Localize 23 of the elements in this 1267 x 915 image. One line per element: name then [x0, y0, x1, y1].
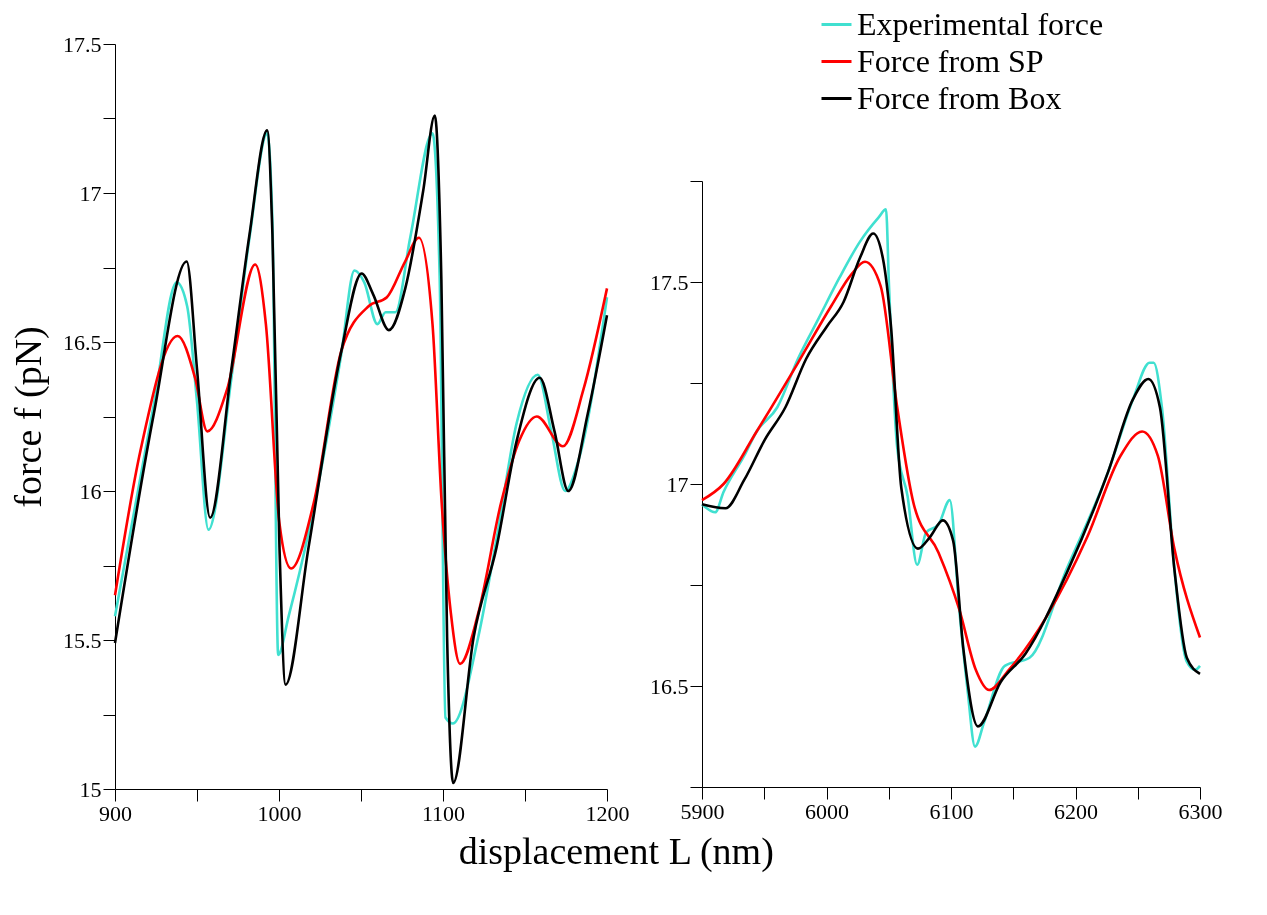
x-tick-label: 6300 [1178, 798, 1223, 824]
x-axis-title: displacement L (nm) [458, 830, 774, 873]
legend-label: Force from SP [857, 42, 1044, 79]
legend-label: Force from Box [857, 79, 1062, 116]
y-tick-label: 16.5 [63, 329, 102, 355]
y-axis-title: force f (pN) [7, 326, 50, 508]
y-tick-label: 15.5 [63, 627, 102, 653]
x-tick-label: 6000 [805, 798, 849, 824]
x-tick-label: 1200 [585, 800, 630, 826]
x-tick-label: 6100 [929, 798, 974, 824]
y-tick-label: 17 [79, 180, 102, 206]
y-tick-label: 15 [79, 776, 102, 802]
x-tick-label: 5900 [680, 798, 725, 824]
x-tick-label: 1000 [257, 800, 302, 826]
y-tick-label: 17.5 [650, 269, 689, 295]
y-tick-label: 17 [666, 471, 689, 497]
x-tick-label: 1100 [421, 800, 466, 826]
x-tick-label: 900 [99, 800, 132, 826]
y-tick-label: 17.5 [63, 31, 102, 57]
x-tick-label: 6200 [1054, 798, 1098, 824]
legend-label: Experimental force [857, 5, 1104, 42]
y-tick-label: 16 [79, 478, 102, 504]
y-tick-label: 16.5 [650, 673, 689, 699]
